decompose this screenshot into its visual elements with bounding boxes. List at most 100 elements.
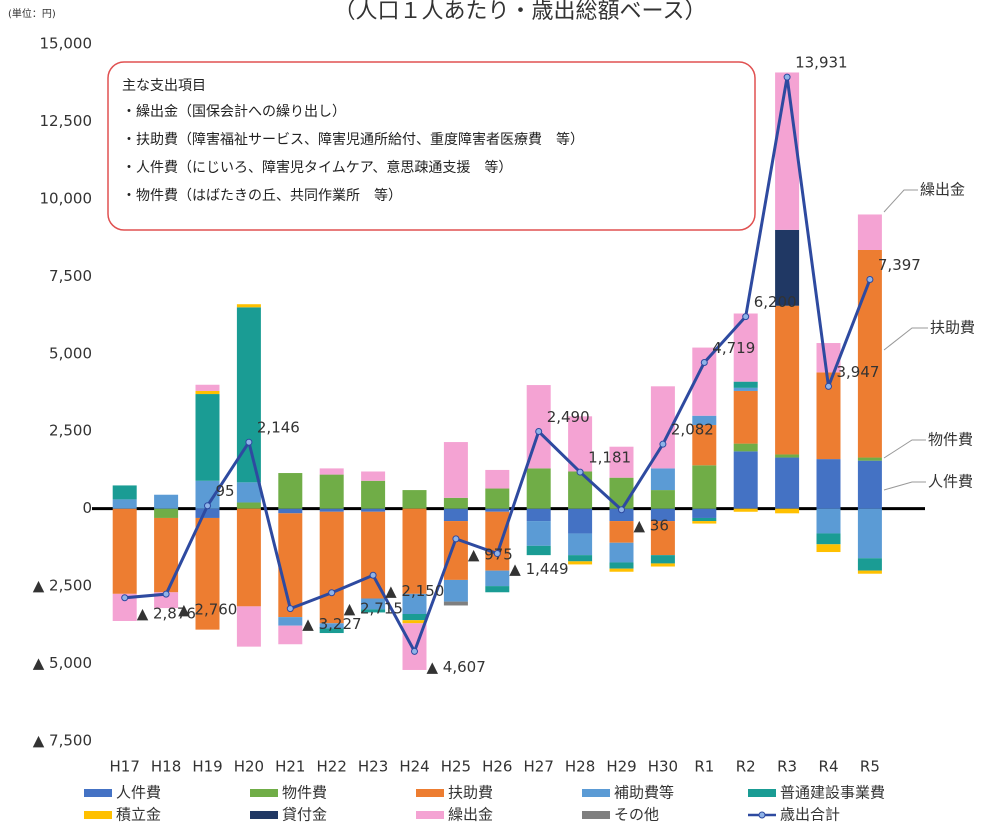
legend-label: 物件費	[282, 784, 327, 802]
bar-segment	[857, 508, 882, 559]
bar-segment	[443, 442, 468, 498]
total-point	[825, 382, 832, 390]
bar-segment	[526, 545, 551, 556]
data-label: ▲ 2,876	[137, 604, 196, 622]
bar-segment	[568, 533, 593, 556]
annotation-line: ・繰出金（国保会計への繰り出し）	[122, 104, 346, 120]
callout: 扶助費	[930, 319, 975, 337]
data-label: 13,931	[795, 54, 848, 72]
x-tick-label: R5	[860, 758, 880, 776]
bar-segment	[650, 563, 675, 567]
callout-line	[883, 439, 926, 459]
data-label: 95	[216, 482, 235, 500]
legend-swatch	[416, 789, 444, 797]
x-tick-label: H24	[399, 758, 429, 776]
legend-label: 積立金	[116, 806, 161, 824]
unit-label: (単位：円)	[8, 7, 56, 20]
bar-segment	[568, 555, 593, 562]
callout: 人件費	[928, 473, 973, 491]
data-label: 1,181	[588, 449, 631, 467]
x-tick-label: H18	[151, 758, 181, 776]
legend-swatch	[84, 811, 112, 819]
data-label: 3,947	[837, 363, 880, 381]
x-tick-label: H23	[358, 758, 388, 776]
bar-segment	[154, 508, 179, 518]
bar-segment	[402, 620, 427, 624]
total-point	[162, 590, 170, 598]
data-label: 6,200	[754, 293, 797, 311]
bar-segment	[733, 508, 758, 512]
bar-segment	[775, 72, 800, 230]
legend-label: 普通建設事業費	[780, 784, 885, 802]
total-point	[493, 550, 501, 558]
bar-segment	[775, 457, 800, 509]
bar-segment	[857, 558, 882, 571]
total-point	[452, 535, 460, 543]
bar-segment	[361, 511, 386, 599]
bar-segment	[609, 446, 634, 478]
bar-segment	[733, 443, 758, 452]
bar-segment	[402, 508, 427, 594]
y-tick-label: 10,000	[40, 189, 93, 207]
bar-segment	[526, 468, 551, 509]
total-point	[286, 605, 294, 613]
total-point	[328, 589, 336, 597]
total-point	[700, 358, 708, 366]
bar-segment	[485, 488, 510, 509]
bar-segment	[733, 451, 758, 509]
bar-segment	[485, 586, 510, 593]
bar-segment	[857, 457, 882, 461]
bar-segment	[692, 347, 717, 416]
annotation-line: ・扶助費（障害福祉サービス、障害児通所給付、重度障害者医療費 等）	[122, 131, 584, 148]
bar-segment	[733, 387, 758, 391]
bar-segment	[154, 494, 179, 509]
legend-swatch	[250, 811, 278, 819]
x-tick-label: H17	[110, 758, 140, 776]
bar-segment	[319, 511, 344, 624]
x-tick-label: H19	[192, 758, 222, 776]
legend-label: 人件費	[116, 784, 161, 802]
data-label: ▲ 36	[634, 516, 669, 534]
legend-label: 繰出金	[448, 806, 493, 824]
bar-segment	[526, 521, 551, 546]
x-tick-label: H22	[317, 758, 347, 776]
legend-label: 扶助費	[448, 784, 493, 802]
bar-segment	[650, 521, 675, 556]
chart-title: （人口１人あたり・歳出総額ベース）	[334, 0, 707, 24]
bar-segment	[733, 381, 758, 388]
x-tick-label: H29	[606, 758, 636, 776]
legend-swatch	[416, 811, 444, 819]
annotation-line: ・人件費（にじいろ、障害児タイムケア、意思疎通支援 等）	[122, 159, 512, 176]
legend-label: その他	[614, 806, 659, 824]
callout: 繰出金	[920, 181, 965, 199]
x-tick-label: H26	[482, 758, 512, 776]
bar-segment	[319, 628, 344, 634]
data-label: ▲ 2,715	[344, 599, 403, 617]
bar-segment	[650, 508, 675, 522]
bar-segment	[526, 508, 551, 522]
legend-label: 貸付金	[282, 806, 327, 824]
total-point	[866, 276, 874, 284]
total-point	[576, 468, 584, 476]
bar-segment	[154, 592, 179, 609]
bar-segment	[443, 508, 468, 522]
x-tick-label: H30	[648, 758, 678, 776]
bar-segment	[692, 415, 717, 426]
bar-segment	[650, 490, 675, 509]
y-tick-label: 2,500	[49, 422, 92, 440]
bar-segment	[112, 499, 137, 509]
bar-segment	[568, 508, 593, 534]
bar-segment	[485, 570, 510, 587]
bar-segment	[775, 305, 800, 455]
bar-segment	[443, 497, 468, 509]
data-label: 2,146	[257, 419, 300, 437]
bar-segment	[236, 508, 261, 607]
x-tick-label: R4	[819, 758, 839, 776]
y-tick-label: 12,500	[40, 112, 93, 130]
bar-segment	[112, 508, 137, 594]
bar-segment	[195, 390, 220, 395]
total-point	[245, 438, 253, 446]
callout-line	[883, 327, 928, 351]
data-label: ▲ 1,449	[509, 560, 568, 578]
